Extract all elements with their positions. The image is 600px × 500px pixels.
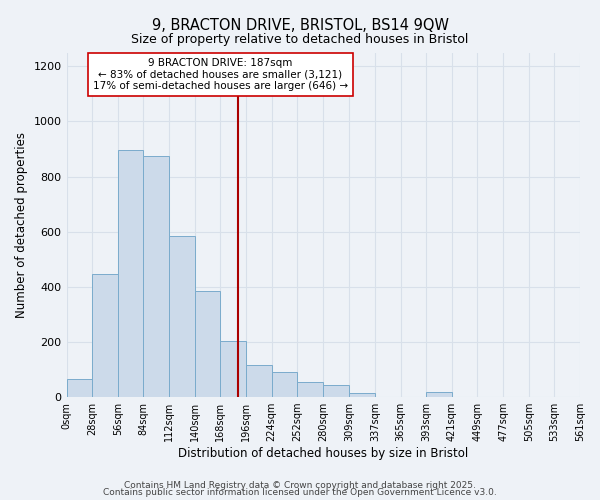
- Bar: [169, 236, 194, 397]
- Bar: [118, 150, 143, 397]
- Text: Contains HM Land Registry data © Crown copyright and database right 2025.: Contains HM Land Registry data © Crown c…: [124, 480, 476, 490]
- Text: Contains public sector information licensed under the Open Government Licence v3: Contains public sector information licen…: [103, 488, 497, 497]
- Bar: [67, 379, 92, 397]
- Bar: [349, 393, 375, 397]
- Bar: [220, 340, 246, 397]
- Bar: [272, 372, 297, 397]
- Bar: [143, 156, 169, 397]
- Text: Size of property relative to detached houses in Bristol: Size of property relative to detached ho…: [131, 32, 469, 46]
- Text: 9 BRACTON DRIVE: 187sqm
← 83% of detached houses are smaller (3,121)
17% of semi: 9 BRACTON DRIVE: 187sqm ← 83% of detache…: [93, 58, 348, 91]
- Bar: [92, 274, 118, 397]
- Bar: [246, 366, 272, 397]
- X-axis label: Distribution of detached houses by size in Bristol: Distribution of detached houses by size …: [178, 447, 469, 460]
- Bar: [426, 392, 452, 397]
- Bar: [297, 382, 323, 397]
- Bar: [194, 291, 220, 397]
- Text: 9, BRACTON DRIVE, BRISTOL, BS14 9QW: 9, BRACTON DRIVE, BRISTOL, BS14 9QW: [151, 18, 449, 32]
- Bar: [323, 384, 349, 397]
- Y-axis label: Number of detached properties: Number of detached properties: [15, 132, 28, 318]
